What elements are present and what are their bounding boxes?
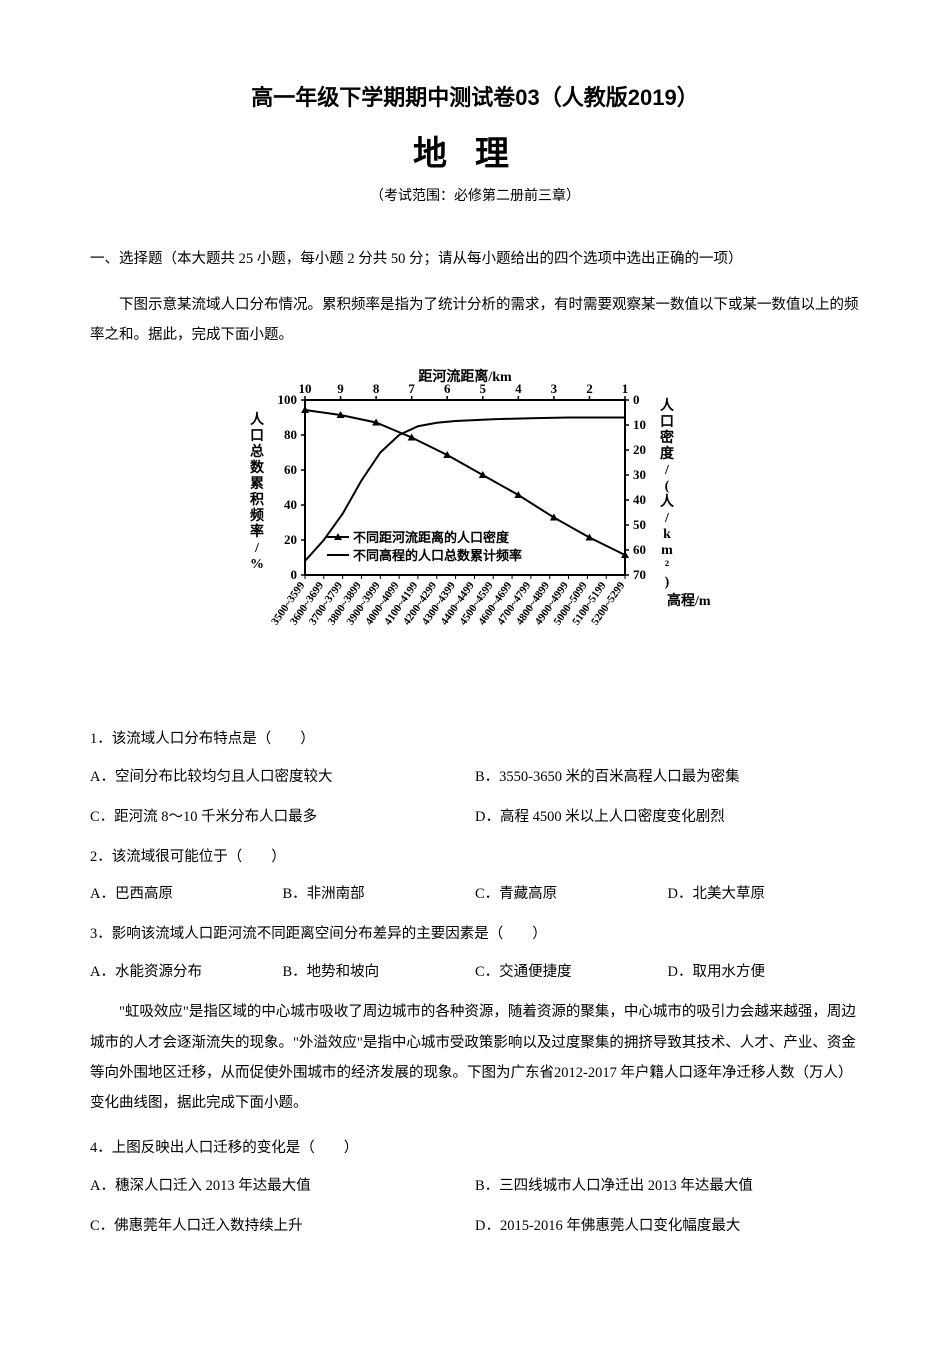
svg-text:人: 人	[250, 411, 265, 428]
q3-choice-d: D．取用水方便	[668, 957, 861, 989]
svg-text:k: k	[663, 527, 671, 542]
svg-text:2: 2	[586, 381, 593, 396]
svg-text:/: /	[664, 511, 670, 526]
svg-text:(: (	[665, 479, 670, 494]
q4-choice-c: C．佛惠莞年人口迁入数持续上升	[90, 1211, 475, 1243]
svg-text:度: 度	[660, 445, 675, 462]
svg-text:m: m	[661, 543, 673, 558]
svg-text:人: 人	[660, 397, 675, 414]
svg-text:30: 30	[633, 467, 646, 482]
exam-main-title: 高一年级下学期期中测试卷03（人教版2019）	[90, 80, 860, 112]
svg-text:²: ²	[665, 559, 669, 574]
svg-text:不同高程的人口总数累计频率: 不同高程的人口总数累计频率	[353, 548, 522, 563]
q2-choice-a: A．巴西高原	[90, 879, 283, 911]
svg-text:累: 累	[250, 476, 264, 492]
svg-text:10: 10	[633, 417, 646, 432]
svg-text:人: 人	[660, 493, 675, 510]
q2-choices: A．巴西高原 B．非洲南部 C．青藏高原 D．北美大草原	[90, 879, 860, 911]
exam-scope: （考试范围：必修第二册前三章）	[90, 185, 860, 205]
svg-text:密: 密	[659, 429, 674, 446]
q3-choices: A．水能资源分布 B．地势和坡向 C．交通便捷度 D．取用水方便	[90, 957, 860, 989]
svg-text:总: 总	[250, 443, 264, 460]
svg-text:数: 数	[250, 459, 265, 476]
svg-text:20: 20	[284, 532, 297, 547]
svg-text:20: 20	[633, 442, 646, 457]
q1-choice-d: D．高程 4500 米以上人口密度变化剧烈	[475, 802, 860, 834]
exam-subject: 地理	[90, 126, 860, 175]
passage-2: "虹吸效应"是指区域的中心城市吸收了周边城市的各种资源，随着资源的聚集，中心城市…	[90, 997, 860, 1119]
svg-text:0: 0	[291, 567, 298, 582]
svg-text:4: 4	[515, 381, 522, 396]
svg-text:60: 60	[284, 462, 297, 477]
svg-text:频: 频	[250, 507, 264, 524]
svg-text:100: 100	[278, 392, 298, 407]
q4-choices: A．穗深人口迁入 2013 年达最大值 B．三四线城市人口净迁出 2013 年达…	[90, 1171, 860, 1203]
svg-text:0: 0	[633, 392, 640, 407]
q3-choice-a: A．水能资源分布	[90, 957, 283, 989]
q4-choice-a: A．穗深人口迁入 2013 年达最大值	[90, 1171, 475, 1203]
q1-choice-c: C．距河流 8～10 千米分布人口最多	[90, 802, 475, 834]
passage-1: 下图示意某流域人口分布情况。累积频率是指为了统计分析的需求，有时需要观察某一数值…	[90, 290, 860, 351]
svg-text:3: 3	[551, 381, 558, 396]
q2-choice-d: D．北美大草原	[668, 879, 861, 911]
q1-choices: A．空间分布比较均匀且人口密度较大 B．3550-3650 米的百米高程人口最为…	[90, 762, 860, 794]
svg-text:/: /	[664, 463, 670, 478]
svg-text:80: 80	[284, 427, 297, 442]
q3-choice-c: C．交通便捷度	[475, 957, 668, 989]
svg-text:口: 口	[250, 429, 264, 444]
svg-text:60: 60	[633, 542, 646, 557]
q1-choice-a: A．空间分布比较均匀且人口密度较大	[90, 762, 475, 794]
svg-text:7: 7	[408, 381, 415, 396]
svg-text:40: 40	[633, 492, 646, 507]
svg-text:1: 1	[622, 381, 629, 396]
q1-choices-2: C．距河流 8～10 千米分布人口最多 D．高程 4500 米以上人口密度变化剧…	[90, 802, 860, 834]
svg-text:距河流距离/km: 距河流距离/km	[418, 368, 512, 385]
svg-text:9: 9	[337, 381, 344, 396]
q2-choice-b: B．非洲南部	[283, 879, 476, 911]
q3-stem: 3．影响该流域人口距河流不同距离空间分布差异的主要因素是（ ）	[90, 919, 860, 951]
svg-text:%: %	[250, 557, 264, 572]
svg-text:): )	[665, 575, 670, 590]
q4-choice-d: D．2015-2016 年佛惠莞人口变化幅度最大	[475, 1211, 860, 1243]
svg-text:/: /	[254, 541, 260, 556]
svg-text:40: 40	[284, 497, 297, 512]
q1-stem: 1．该流域人口分布特点是（ ）	[90, 724, 860, 756]
svg-text:不同距河流距离的人口密度: 不同距河流距离的人口密度	[353, 530, 510, 545]
svg-text:50: 50	[633, 517, 646, 532]
q2-choice-c: C．青藏高原	[475, 879, 668, 911]
population-chart: 距河流距离/km10987654321020406080100人口总数累积频率/…	[235, 365, 715, 695]
q1-choice-b: B．3550-3650 米的百米高程人口最为密集	[475, 762, 860, 794]
q4-choices-2: C．佛惠莞年人口迁入数持续上升 D．2015-2016 年佛惠莞人口变化幅度最大	[90, 1211, 860, 1243]
svg-text:率: 率	[250, 523, 264, 540]
svg-text:口: 口	[660, 415, 674, 430]
q4-stem: 4．上图反映出人口迁移的变化是（ ）	[90, 1133, 860, 1165]
q2-stem: 2．该流域很可能位于（ ）	[90, 842, 860, 874]
svg-text:70: 70	[633, 567, 646, 582]
q4-choice-b: B．三四线城市人口净迁出 2013 年达最大值	[475, 1171, 860, 1203]
q3-choice-b: B．地势和坡向	[283, 957, 476, 989]
figure-1: 距河流距离/km10987654321020406080100人口总数累积频率/…	[90, 365, 860, 700]
svg-text:高程/m: 高程/m	[667, 592, 711, 609]
svg-text:8: 8	[373, 381, 380, 396]
svg-text:6: 6	[444, 381, 451, 396]
svg-text:积: 积	[250, 491, 264, 508]
section-1-heading: 一、选择题（本大题共 25 小题，每小题 2 分共 50 分；请从每小题给出的四…	[90, 245, 860, 274]
svg-text:10: 10	[299, 381, 312, 396]
svg-text:5: 5	[480, 381, 487, 396]
